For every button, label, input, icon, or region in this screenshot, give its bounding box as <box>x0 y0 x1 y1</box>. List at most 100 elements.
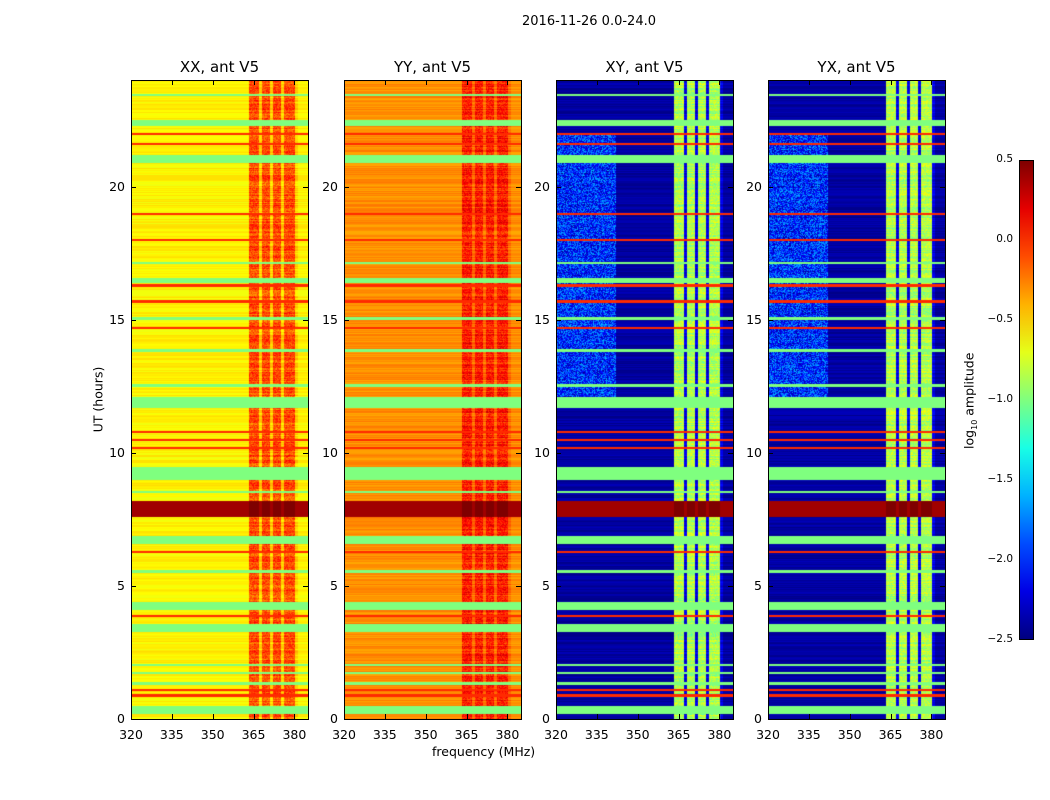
colorbar-tick-label: −1.5 <box>987 473 1014 485</box>
x-tick-label: 380 <box>919 727 944 742</box>
y-tick-mark <box>131 319 136 321</box>
y-tick-mark <box>940 719 945 720</box>
x-tick-label: 320 <box>332 727 356 742</box>
y-tick-mark <box>728 319 733 321</box>
y-tick-label: 20 <box>322 178 338 194</box>
colorbar-tick-label: −0.5 <box>987 313 1014 325</box>
panel-title: YX, ant V5 <box>817 58 896 76</box>
x-tick-label: 320 <box>756 727 780 742</box>
y-tick-mark <box>768 719 773 720</box>
x-tick-mark <box>466 714 468 719</box>
panel-title: XX, ant V5 <box>179 58 260 76</box>
x-tick-mark <box>678 80 680 85</box>
x-tick-label: 350 <box>413 727 438 742</box>
y-tick-mark <box>768 186 773 188</box>
x-tick-mark <box>890 80 892 85</box>
x-tick-label: 365 <box>454 727 479 742</box>
y-tick-mark <box>303 719 308 720</box>
x-tick-mark <box>384 80 386 85</box>
x-tick-label: 365 <box>241 727 266 742</box>
y-tick-mark <box>131 719 136 720</box>
colorbar <box>1019 160 1034 640</box>
x-tick-mark <box>212 80 214 85</box>
x-tick-mark <box>507 714 509 719</box>
y-tick-label: 10 <box>746 444 762 460</box>
y-tick-label: 15 <box>322 311 338 327</box>
x-tick-mark <box>719 80 721 85</box>
colorbar-tick-label: 0.0 <box>996 233 1013 245</box>
y-tick-mark <box>303 585 308 587</box>
y-tick-label: 5 <box>542 577 550 593</box>
x-tick-mark <box>768 714 769 719</box>
y-tick-label: 10 <box>534 444 550 460</box>
x-tick-mark <box>596 714 598 719</box>
y-tick-mark <box>768 319 773 321</box>
y-tick-label: 20 <box>109 178 125 194</box>
x-tick-mark <box>678 714 680 719</box>
y-tick-mark <box>344 319 349 321</box>
x-tick-mark <box>556 714 557 719</box>
x-tick-label: 365 <box>666 727 691 742</box>
x-tick-label: 350 <box>837 727 862 742</box>
y-tick-label: 20 <box>534 178 550 194</box>
colorbar-tick-label: 0.5 <box>996 153 1013 165</box>
x-tick-mark <box>637 714 639 719</box>
y-tick-mark <box>940 319 945 321</box>
x-tick-mark <box>131 714 132 719</box>
y-tick-label: 0 <box>754 711 762 726</box>
y-tick-mark <box>303 452 308 454</box>
x-tick-mark <box>425 80 427 85</box>
y-tick-label: 20 <box>746 178 762 194</box>
y-tick-mark <box>303 186 308 188</box>
y-tick-mark <box>768 585 773 587</box>
colorbar-tick-label: −2.0 <box>987 553 1014 565</box>
y-tick-mark <box>728 719 733 720</box>
y-tick-mark <box>728 585 733 587</box>
y-tick-mark <box>344 585 349 587</box>
x-tick-label: 365 <box>878 727 903 742</box>
x-tick-label: 380 <box>707 727 732 742</box>
y-tick-label: 0 <box>117 711 125 726</box>
y-tick-mark <box>556 719 561 720</box>
x-tick-label: 335 <box>372 727 397 742</box>
x-tick-mark <box>425 714 427 719</box>
colorbar-label: log10 amplitude <box>961 352 979 449</box>
x-tick-label: 335 <box>584 727 609 742</box>
x-tick-mark <box>253 80 255 85</box>
x-tick-mark <box>344 80 345 85</box>
heatmap-image <box>768 80 945 719</box>
y-tick-mark <box>768 452 773 454</box>
x-tick-mark <box>931 80 933 85</box>
heatmap-panel-4: YX, ant V5 320 335 350 365 380 0 5 10 15 20 <box>746 58 946 742</box>
y-tick-mark <box>131 186 136 188</box>
x-tick-mark <box>808 714 810 719</box>
x-tick-mark <box>849 714 851 719</box>
y-tick-mark <box>516 452 521 454</box>
x-tick-mark <box>890 714 892 719</box>
y-axis-label: UT (hours) <box>90 366 106 433</box>
x-tick-mark <box>596 80 598 85</box>
x-tick-mark <box>294 80 296 85</box>
figure-title: 2016-11-26 0.0-24.0 <box>522 14 656 29</box>
panel-title: XY, ant V5 <box>605 58 684 76</box>
heatmap-image <box>556 80 733 719</box>
y-tick-label: 15 <box>746 311 762 327</box>
y-tick-mark <box>556 585 561 587</box>
x-axis-label: frequency (MHz) <box>432 744 536 759</box>
x-tick-label: 380 <box>282 727 307 742</box>
axes-frame <box>556 80 734 720</box>
heatmap-panel-3: XY, ant V5 320 335 350 365 380 0 5 10 15 20 <box>534 58 734 742</box>
y-tick-mark <box>516 186 521 188</box>
y-tick-mark <box>728 186 733 188</box>
x-tick-mark <box>253 714 255 719</box>
x-tick-label: 350 <box>200 727 225 742</box>
y-tick-mark <box>940 585 945 587</box>
x-tick-mark <box>212 714 214 719</box>
y-tick-label: 5 <box>330 577 338 593</box>
y-tick-mark <box>516 719 521 720</box>
x-tick-mark <box>719 714 721 719</box>
y-tick-label: 5 <box>754 577 762 593</box>
y-tick-label: 0 <box>542 711 550 726</box>
y-tick-mark <box>516 319 521 321</box>
